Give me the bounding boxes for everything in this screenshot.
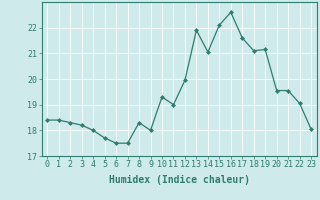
X-axis label: Humidex (Indice chaleur): Humidex (Indice chaleur): [109, 175, 250, 185]
